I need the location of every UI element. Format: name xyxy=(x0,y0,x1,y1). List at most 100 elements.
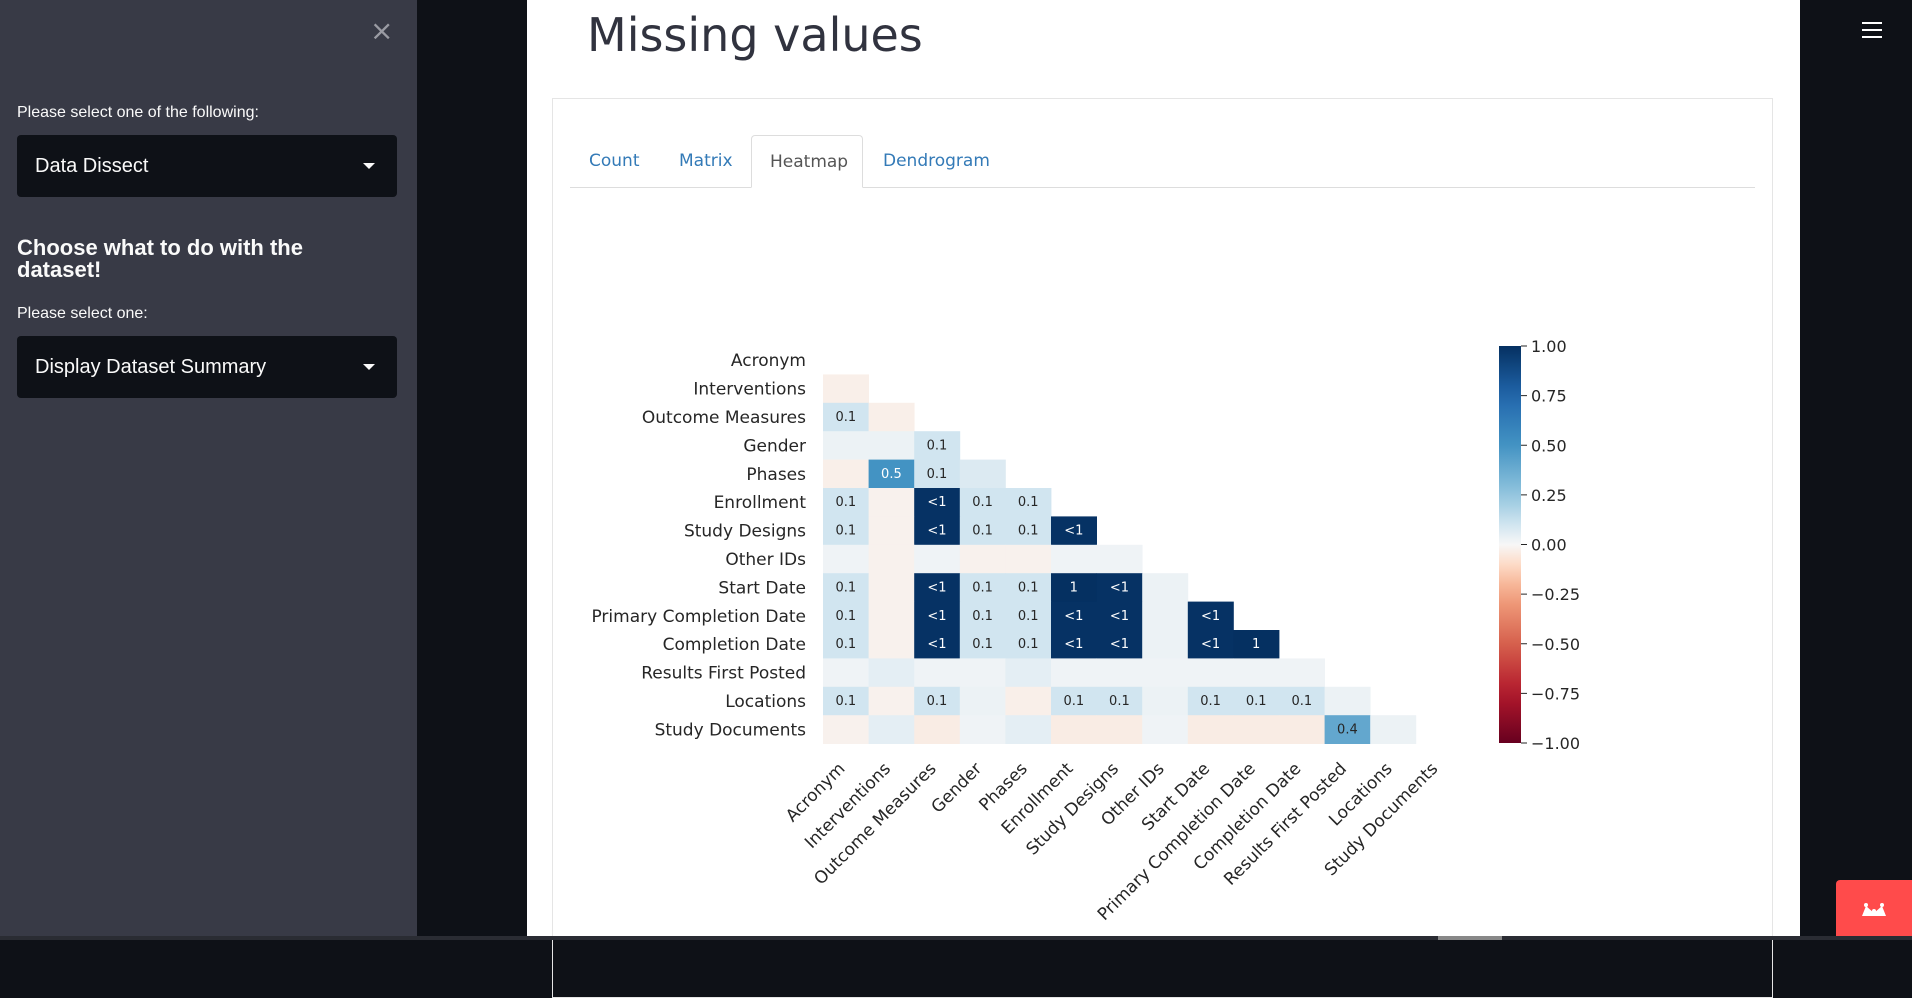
colorbar-tick-label: 0.75 xyxy=(1531,387,1567,406)
heatmap-cell xyxy=(1324,686,1371,716)
heatmap-cell-label: <1 xyxy=(1110,580,1129,595)
heatmap-cell xyxy=(823,544,869,574)
heatmap-cell xyxy=(1005,488,1052,517)
horizontal-scrollbar-thumb[interactable] xyxy=(1438,936,1502,940)
heatmap-cell xyxy=(1187,715,1234,744)
heatmap-cell xyxy=(1187,601,1234,631)
heatmap-cell-label: 0.1 xyxy=(1246,694,1267,709)
heatmap-cell-label: 0.1 xyxy=(1018,495,1039,510)
heatmap-cell-label: <1 xyxy=(927,637,946,652)
heatmap-row-label: Completion Date xyxy=(663,635,806,655)
heatmap-row-label: Start Date xyxy=(718,578,806,598)
heatmap-cell-label: 1 xyxy=(1070,580,1078,595)
heatmap-cell xyxy=(823,601,869,631)
close-icon[interactable]: × xyxy=(370,14,394,47)
heatmap-row-label: Primary Completion Date xyxy=(591,607,806,627)
tab-heatmap[interactable]: Heatmap xyxy=(751,135,863,188)
heatmap-cell xyxy=(1324,715,1371,744)
heatmap-cell-label: <1 xyxy=(1201,637,1220,652)
heatmap-cell-label: 0.1 xyxy=(1200,694,1221,709)
colorbar-tick-label: 1.00 xyxy=(1531,337,1567,356)
heatmap-cell xyxy=(1142,715,1189,744)
heatmap-cell xyxy=(1051,658,1097,688)
colorbar-tick-label: −0.50 xyxy=(1531,635,1580,654)
heatmap-cell xyxy=(868,715,915,744)
heatmap-cell xyxy=(823,658,869,688)
heatmap-row-label: Study Designs xyxy=(684,522,806,542)
mode-select[interactable]: Data Dissect xyxy=(17,135,397,197)
heatmap-cell xyxy=(823,516,869,546)
heatmap-cell xyxy=(914,516,961,546)
crown-button[interactable] xyxy=(1836,880,1912,940)
heatmap-cell xyxy=(1142,658,1189,688)
heatmap-cell-label: 0.1 xyxy=(1018,609,1039,624)
heatmap-cell-label: 0.1 xyxy=(835,694,856,709)
heatmap-cell xyxy=(1096,686,1143,716)
heatmap-cell xyxy=(1187,658,1234,688)
heatmap-cell xyxy=(868,573,915,602)
heatmap-cell xyxy=(1051,516,1097,546)
heatmap-cell xyxy=(1233,658,1280,688)
heatmap-cell xyxy=(1279,715,1325,744)
heatmap-cell xyxy=(868,601,915,631)
select-label-action: Please select one: xyxy=(17,305,148,322)
heatmap-cell-label: 0.1 xyxy=(972,637,993,652)
heatmap-cell xyxy=(868,544,915,574)
heatmap-cell xyxy=(1370,715,1417,744)
heatmap-cell xyxy=(823,630,869,659)
heatmap-cell xyxy=(1096,601,1143,631)
heatmap-cell-label: 0.1 xyxy=(835,609,856,624)
heatmap-cell-label: <1 xyxy=(1064,637,1083,652)
heatmap-cell-label: <1 xyxy=(1201,609,1220,624)
heatmap-cell-label: 0.1 xyxy=(972,580,993,595)
colorbar-tick-label: 0.25 xyxy=(1531,486,1567,505)
heatmap-cell-label: 0.1 xyxy=(835,580,856,595)
heatmap-cell xyxy=(914,601,961,631)
heatmap-cell xyxy=(868,488,915,517)
hamburger-menu-icon[interactable] xyxy=(1862,22,1882,43)
mode-select-value: Data Dissect xyxy=(35,154,149,177)
heatmap-cell xyxy=(1096,715,1143,744)
heatmap-cell-label: 0.1 xyxy=(972,495,993,510)
heatmap-cell-label: <1 xyxy=(927,495,946,510)
tabset-panel: Count Matrix Heatmap Dendrogram xyxy=(552,98,1773,998)
heatmap-cell xyxy=(959,601,1006,631)
page-title: Missing values xyxy=(587,8,923,62)
heatmap-cell xyxy=(959,516,1006,546)
heatmap-cell-label: 0.1 xyxy=(835,524,856,539)
heatmap-row-label: Acronym xyxy=(731,351,806,371)
tab-bar-divider xyxy=(570,187,1755,188)
colorbar-tick-label: 0.50 xyxy=(1531,436,1567,455)
heatmap-cell-label: 0.4 xyxy=(1337,722,1358,737)
main-content: Missing values Count Matrix Heatmap Dend… xyxy=(527,0,1800,998)
horizontal-scrollbar[interactable] xyxy=(0,936,1912,940)
heatmap-cell xyxy=(914,431,961,460)
heatmap-row-label: Outcome Measures xyxy=(642,408,806,428)
tab-matrix[interactable]: Matrix xyxy=(679,151,733,171)
heatmap-cell-label: 0.1 xyxy=(835,495,856,510)
heatmap-cell xyxy=(823,686,869,716)
heatmap-cell-label: 0.1 xyxy=(972,524,993,539)
tab-count[interactable]: Count xyxy=(589,151,640,171)
heatmap-cell xyxy=(1096,573,1143,602)
heatmap-cell xyxy=(1142,573,1189,602)
heatmap-cell-label: 0.1 xyxy=(1109,694,1130,709)
action-select[interactable]: Display Dataset Summary xyxy=(17,336,397,398)
colorbar-tick-label: −0.75 xyxy=(1531,684,1580,703)
heatmap-cell xyxy=(1005,516,1052,546)
action-select-value: Display Dataset Summary xyxy=(35,355,267,378)
heatmap-row-label: Gender xyxy=(743,436,806,456)
heatmap-cell xyxy=(914,573,961,602)
heatmap-cell xyxy=(1142,630,1189,659)
heatmap-cell-label: 0.1 xyxy=(1063,694,1084,709)
heatmap-cell-label: 0.1 xyxy=(927,467,948,482)
tab-dendrogram[interactable]: Dendrogram xyxy=(883,151,990,171)
heatmap-cell xyxy=(1233,630,1280,659)
colorbar-tick-label: 0.00 xyxy=(1531,536,1567,555)
heatmap-cell-label: 0.1 xyxy=(927,438,948,453)
heatmap-cell-label: 0.5 xyxy=(881,467,902,482)
heatmap-cell-label: 0.1 xyxy=(1018,580,1039,595)
heatmap-cell xyxy=(1142,601,1189,631)
sidebar: × Please select one of the following: Da… xyxy=(0,0,417,940)
heatmap-row-label: Interventions xyxy=(693,380,806,400)
